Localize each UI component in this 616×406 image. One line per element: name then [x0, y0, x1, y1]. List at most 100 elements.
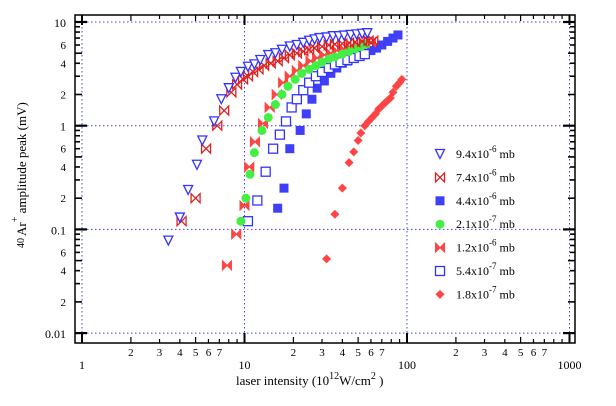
- x-minor-tick-label: 3: [482, 347, 488, 359]
- legend-label-exponent: -7: [489, 214, 497, 224]
- y-minor-tick-label: 2: [61, 297, 67, 309]
- grid-lines: [75, 15, 575, 343]
- data-point: [290, 74, 300, 84]
- data-point: [285, 144, 295, 154]
- legend-label-unit: mb: [497, 217, 515, 231]
- data-point: [190, 192, 201, 205]
- legend-label-unit: mb: [497, 241, 515, 255]
- data-point: [291, 94, 303, 105]
- data-point: [245, 169, 255, 179]
- data-points: [162, 28, 407, 272]
- y-major-tick-label: 10: [54, 16, 66, 30]
- x-minor-tick-label: 7: [217, 347, 223, 359]
- data-point: [307, 94, 317, 104]
- data-point: [252, 195, 263, 206]
- legend-label-exponent: -6: [489, 238, 497, 248]
- y-minor-tick-label: 4: [61, 162, 67, 174]
- series-1: [176, 34, 379, 228]
- data-point: [353, 135, 363, 145]
- data-point: [269, 48, 281, 60]
- legend-label-unit: mb: [497, 194, 515, 208]
- x-minor-tick-label: 6: [368, 347, 374, 359]
- data-point: [215, 94, 227, 106]
- data-point: [338, 30, 350, 42]
- legend-label-base: 1.8x10: [456, 287, 489, 301]
- x-minor-tick-label: 5: [355, 347, 361, 359]
- data-point: [344, 158, 354, 168]
- legend-label-exponent: -7: [489, 261, 497, 271]
- legend-label-base: 5.4x10: [456, 264, 489, 278]
- legend: 9.4x10-6 mb7.4x10-6 mb4.4x10-6 mb2.1x10-…: [434, 144, 515, 301]
- x-major-tick-label: 100: [398, 358, 416, 372]
- data-point: [350, 36, 361, 49]
- data-point: [356, 128, 366, 138]
- data-point: [263, 112, 273, 122]
- data-point: [312, 83, 322, 93]
- series-6: [322, 74, 407, 264]
- data-point: [368, 34, 379, 47]
- data-point: [372, 43, 382, 53]
- legend-label: 4.4x10-6 mb: [456, 191, 515, 208]
- data-point: [231, 228, 242, 240]
- data-point: [295, 125, 305, 135]
- legend-label: 9.4x10-6 mb: [456, 144, 515, 161]
- data-point: [249, 136, 260, 148]
- data-point: [337, 183, 347, 193]
- legend-label-base: 2.1x10: [456, 217, 489, 231]
- data-point: [330, 52, 340, 62]
- legend-label-base: 9.4x10: [456, 147, 489, 161]
- data-point: [279, 183, 289, 193]
- series-0: [162, 28, 373, 247]
- x-minor-tick-label: 7: [542, 347, 548, 359]
- data-point: [283, 81, 293, 91]
- data-point: [363, 34, 374, 47]
- data-point: [237, 73, 249, 86]
- x-minor-tick-label: 3: [319, 347, 325, 359]
- axis-ticks: [75, 15, 575, 343]
- x-major-tick-label: 10: [239, 358, 251, 372]
- x-minor-tick-label: 6: [531, 347, 537, 359]
- data-point: [397, 74, 407, 84]
- data-point: [235, 66, 247, 78]
- data-point: [274, 129, 285, 140]
- y-minor-tick-label: 2: [61, 193, 67, 205]
- data-point: [286, 102, 297, 113]
- legend-label-exponent: -6: [489, 167, 497, 177]
- data-point: [254, 54, 266, 66]
- legend-item: 2.1x10-7 mb: [435, 214, 515, 231]
- data-point: [226, 86, 237, 99]
- legend-label-exponent: -6: [489, 191, 497, 201]
- data-point: [383, 36, 393, 46]
- legend-item: 9.4x10-6 mb: [434, 144, 515, 161]
- data-point: [276, 44, 288, 56]
- data-point: [297, 68, 307, 78]
- y-minor-tick-label: 6: [61, 40, 67, 52]
- data-point: [221, 259, 232, 272]
- data-point: [280, 116, 292, 127]
- data-point: [249, 148, 259, 158]
- data-point: [260, 166, 271, 177]
- data-point: [219, 104, 230, 117]
- y-major-tick-label: 1: [60, 120, 66, 134]
- legend-marker: [435, 219, 445, 229]
- x-minor-tick-label: 6: [206, 347, 212, 359]
- data-point: [361, 28, 373, 40]
- data-point: [244, 161, 255, 173]
- data-point: [212, 119, 223, 132]
- y-major-tick-label: 0.01: [45, 327, 66, 341]
- data-point: [200, 142, 212, 155]
- data-point: [330, 209, 340, 219]
- data-point: [317, 57, 327, 67]
- data-point: [208, 116, 220, 128]
- legend-item: 5.4x10-7 mb: [434, 261, 515, 278]
- data-point: [297, 37, 309, 49]
- legend-marker: [434, 148, 446, 160]
- data-point: [191, 159, 203, 171]
- data-point: [388, 33, 398, 43]
- y-major-tick-label: 0.1: [51, 223, 66, 237]
- x-minor-tick-label: 2: [128, 347, 134, 359]
- data-point: [366, 46, 376, 56]
- legend-label-unit: mb: [497, 147, 515, 161]
- legend-marker: [434, 171, 446, 184]
